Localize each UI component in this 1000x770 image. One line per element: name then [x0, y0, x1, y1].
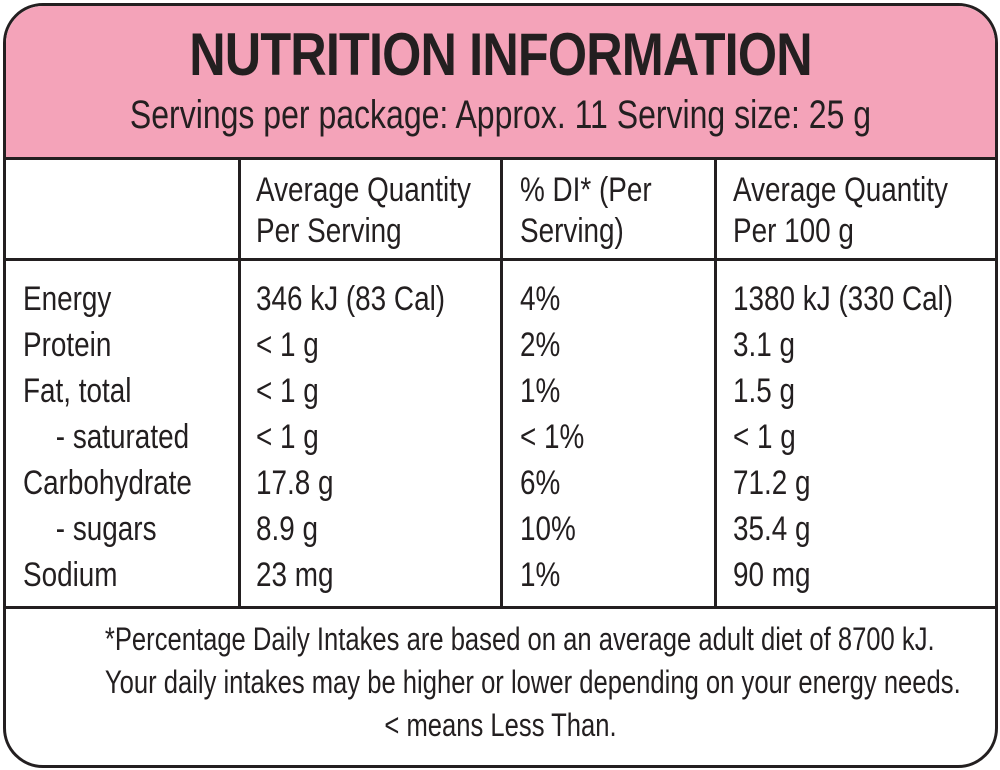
per-100g-saturated: < 1 g — [733, 418, 796, 456]
nutrition-header: NUTRITION INFORMATION Servings per packa… — [6, 6, 995, 160]
nutrient-sodium: Sodium — [23, 556, 118, 594]
column-header-line: Serving) — [520, 212, 624, 250]
footnote: *Percentage Daily Intakes are based on a… — [6, 618, 995, 747]
column-header-di: % DI* (Per Serving) — [520, 170, 652, 252]
di-carbohydrate: 6% — [520, 464, 561, 502]
per-100g-sodium: 90 mg — [733, 556, 811, 594]
nutrient-energy: Energy — [23, 280, 112, 318]
nutrient-saturated: - saturated — [55, 418, 190, 456]
per-serving-saturated: < 1 g — [256, 418, 319, 456]
daily-intake-values: 4% 2% 1% < 1% 6% 10% 1% — [520, 276, 584, 598]
nutrient-names: Energy Protein Fat, total - saturated Ca… — [23, 276, 192, 598]
per-serving-carbohydrate: 17.8 g — [256, 464, 334, 502]
per-100g-protein: 3.1 g — [733, 326, 796, 364]
di-protein: 2% — [520, 326, 561, 364]
per-serving-sodium: 23 mg — [256, 556, 334, 594]
per-serving-protein: < 1 g — [256, 326, 319, 364]
footnote-line-3: < means Less Than. — [384, 707, 617, 743]
per-serving-values: 346 kJ (83 Cal) < 1 g < 1 g < 1 g 17.8 g… — [256, 276, 445, 598]
per-serving-sugars: 8.9 g — [256, 510, 319, 548]
nutrient-carbohydrate: Carbohydrate — [23, 464, 192, 502]
panel-title: NUTRITION INFORMATION — [189, 21, 812, 88]
di-sugars: 10% — [520, 510, 576, 548]
column-header-per-100g: Average Quantity Per 100 g — [733, 170, 948, 252]
column-header-line: Average Quantity — [733, 171, 948, 209]
per-100g-fat-total: 1.5 g — [733, 372, 796, 410]
column-header-line: Per 100 g — [733, 212, 854, 250]
footnote-line-1: *Percentage Daily Intakes are based on a… — [104, 621, 935, 657]
column-divider-3 — [714, 157, 717, 609]
nutrient-protein: Protein — [23, 326, 112, 364]
nutrient-fat-total: Fat, total — [23, 372, 132, 410]
per-100g-values: 1380 kJ (330 Cal) 3.1 g 1.5 g < 1 g 71.2… — [733, 276, 953, 598]
per-100g-sugars: 35.4 g — [733, 510, 811, 548]
nutrient-sugars: - sugars — [55, 510, 157, 548]
di-fat-total: 1% — [520, 372, 561, 410]
di-saturated: < 1% — [520, 418, 585, 456]
column-header-per-serving: Average Quantity Per Serving — [256, 170, 471, 252]
column-header-line: Per Serving — [256, 212, 402, 250]
column-divider-1 — [238, 157, 241, 609]
di-sodium: 1% — [520, 556, 561, 594]
nutrition-panel: NUTRITION INFORMATION Servings per packa… — [3, 3, 998, 768]
per-serving-fat-total: < 1 g — [256, 372, 319, 410]
per-100g-carbohydrate: 71.2 g — [733, 464, 811, 502]
serving-info: Servings per package: Approx. 11 Serving… — [129, 93, 872, 137]
per-100g-energy: 1380 kJ (330 Cal) — [733, 280, 954, 318]
footnote-line-2: Your daily intakes may be higher or lowe… — [104, 664, 961, 700]
column-divider-2 — [500, 157, 503, 609]
column-header-line: % DI* (Per — [520, 171, 652, 209]
per-serving-energy: 346 kJ (83 Cal) — [256, 280, 446, 318]
di-energy: 4% — [520, 280, 561, 318]
column-header-line: Average Quantity — [256, 171, 471, 209]
